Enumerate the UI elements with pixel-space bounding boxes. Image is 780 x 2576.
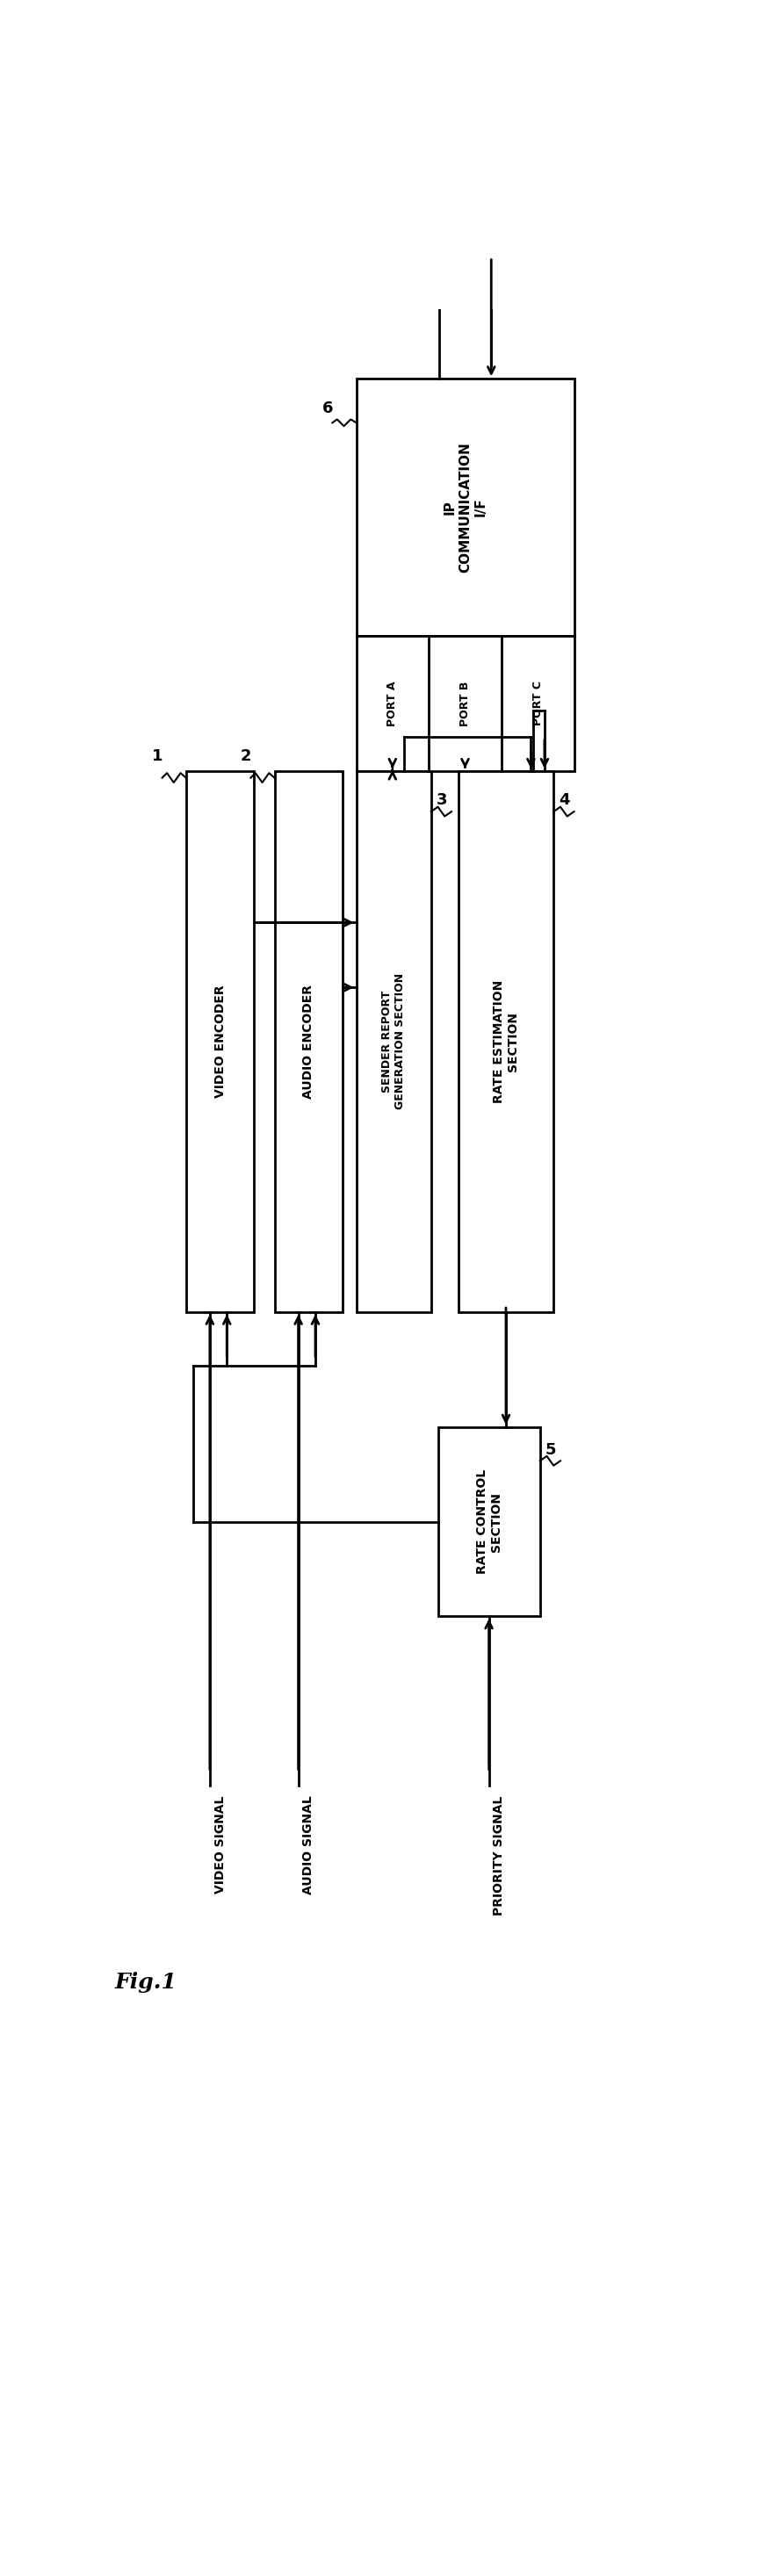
Text: 6: 6 bbox=[322, 399, 333, 417]
Text: PORT B: PORT B bbox=[459, 680, 471, 726]
Text: RATE ESTIMATION
SECTION: RATE ESTIMATION SECTION bbox=[493, 979, 519, 1103]
Bar bbox=[356, 636, 574, 770]
Text: 2: 2 bbox=[240, 750, 251, 765]
Text: AUDIO ENCODER: AUDIO ENCODER bbox=[303, 984, 314, 1097]
Bar bbox=[356, 770, 431, 1311]
Text: 1: 1 bbox=[152, 750, 163, 765]
Text: 3: 3 bbox=[437, 793, 448, 809]
Text: RATE CONTROL
SECTION: RATE CONTROL SECTION bbox=[476, 1468, 502, 1574]
Text: AUDIO SIGNAL: AUDIO SIGNAL bbox=[303, 1795, 314, 1893]
Text: PORT A: PORT A bbox=[387, 680, 399, 726]
Bar bbox=[459, 770, 554, 1311]
Text: VIDEO ENCODER: VIDEO ENCODER bbox=[214, 984, 226, 1097]
Text: Fig.1: Fig.1 bbox=[115, 1971, 177, 1994]
Bar bbox=[275, 770, 342, 1311]
Bar bbox=[438, 1427, 540, 1615]
Text: 4: 4 bbox=[559, 793, 570, 809]
Bar bbox=[186, 770, 254, 1311]
Text: PORT C: PORT C bbox=[532, 680, 544, 726]
Text: IP
COMMUNICATION
I/F: IP COMMUNICATION I/F bbox=[443, 443, 487, 572]
Text: PRIORITY SIGNAL: PRIORITY SIGNAL bbox=[493, 1795, 505, 1914]
Bar bbox=[356, 379, 574, 636]
Text: VIDEO SIGNAL: VIDEO SIGNAL bbox=[214, 1795, 226, 1893]
Text: 5: 5 bbox=[545, 1443, 556, 1458]
Text: SENDER REPORT
GENERATION SECTION: SENDER REPORT GENERATION SECTION bbox=[381, 974, 406, 1110]
